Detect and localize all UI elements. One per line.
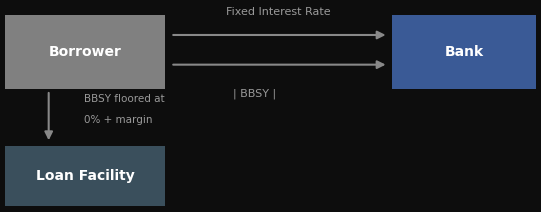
- Text: Bank: Bank: [444, 45, 484, 59]
- Text: | BBSY |: | BBSY |: [233, 88, 276, 99]
- FancyBboxPatch shape: [5, 15, 165, 89]
- Text: BBSY floored at: BBSY floored at: [84, 93, 164, 104]
- Text: 0% + margin: 0% + margin: [84, 115, 153, 125]
- Text: Loan Facility: Loan Facility: [36, 169, 135, 183]
- FancyBboxPatch shape: [392, 15, 536, 89]
- Text: Borrower: Borrower: [49, 45, 122, 59]
- Text: Fixed Interest Rate: Fixed Interest Rate: [226, 7, 331, 17]
- FancyBboxPatch shape: [5, 146, 165, 206]
